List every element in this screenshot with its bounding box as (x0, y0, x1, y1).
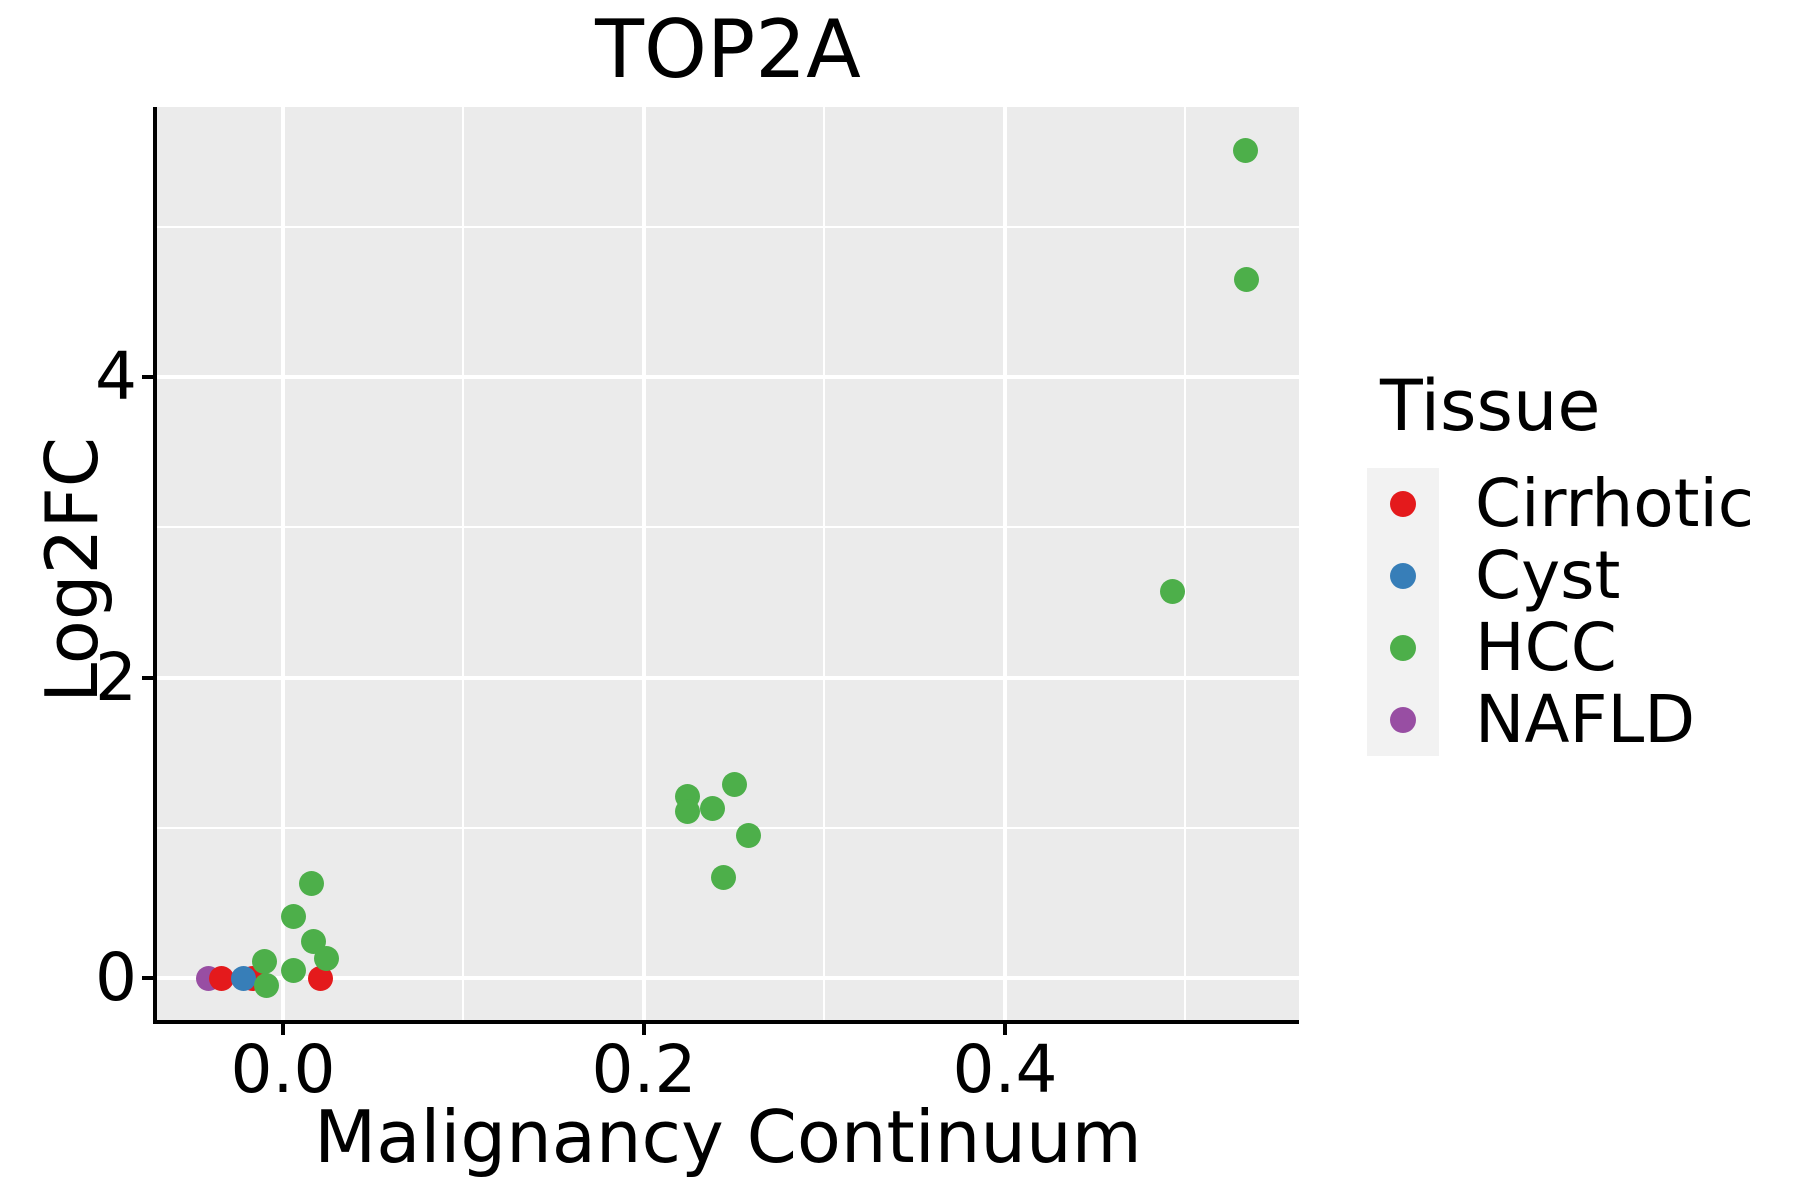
y-tick-label: 4 (95, 338, 137, 415)
legend-label: Cirrhotic (1475, 465, 1755, 542)
y-tick-label: 0 (95, 939, 137, 1016)
legend-entry-nafld: NAFLD (1360, 684, 1790, 756)
legend-swatch-icon (1390, 635, 1416, 661)
legend-key (1367, 684, 1439, 756)
gridline-minor (1184, 107, 1187, 1020)
data-point-hcc (281, 957, 307, 983)
x-tick-label: 0.0 (230, 1031, 336, 1108)
legend-swatch-icon (1390, 707, 1416, 733)
y-axis-line (153, 107, 157, 1024)
gridline-minor (823, 107, 826, 1020)
gridline-major (157, 375, 1299, 379)
gridline-major (157, 675, 1299, 680)
data-point-hcc (313, 945, 339, 971)
legend-label: NAFLD (1475, 681, 1696, 758)
x-tick-mark (280, 1024, 285, 1035)
legend-label: HCC (1475, 609, 1617, 686)
x-tick-mark (1002, 1024, 1007, 1035)
legend-key (1367, 612, 1439, 684)
legend-swatch-icon (1390, 491, 1416, 517)
data-point-hcc (1232, 137, 1258, 163)
data-point-hcc (281, 903, 307, 929)
gridline-major (280, 107, 285, 1020)
gridline-minor (462, 107, 465, 1020)
x-tick-label: 0.2 (591, 1031, 697, 1108)
plot-panel (157, 107, 1299, 1020)
legend-entry-hcc: HCC (1360, 612, 1790, 684)
chart-title: TOP2A (595, 3, 861, 96)
legend-swatch-icon (1390, 563, 1416, 589)
data-point-hcc (736, 822, 762, 848)
gridline-major (157, 976, 1299, 980)
data-point-cirrhotic (209, 965, 235, 991)
gridline-minor (157, 826, 1299, 829)
gridline-minor (157, 526, 1299, 529)
y-tick-mark (142, 675, 153, 680)
data-point-hcc (674, 798, 700, 824)
gridline-minor (157, 225, 1299, 228)
data-point-hcc (710, 864, 736, 890)
y-tick-mark (142, 375, 153, 379)
x-tick-mark (641, 1024, 646, 1035)
legend-key (1367, 468, 1439, 540)
data-point-hcc (252, 948, 278, 974)
data-point-cyst (230, 965, 256, 991)
gridline-major (1002, 107, 1007, 1020)
legend-key (1367, 540, 1439, 612)
data-point-hcc (254, 973, 280, 999)
legend-entry-cirrhotic: Cirrhotic (1360, 468, 1790, 540)
gridline-major (641, 107, 646, 1020)
legend-entry-cyst: Cyst (1360, 540, 1790, 612)
y-tick-label: 2 (95, 638, 137, 716)
data-point-hcc (299, 870, 325, 896)
x-axis-label: Malignancy Continuum (314, 1095, 1142, 1179)
data-point-hcc (1234, 266, 1260, 292)
data-point-hcc (721, 771, 747, 797)
data-point-hcc (1160, 579, 1186, 605)
y-tick-mark (142, 976, 153, 980)
data-point-hcc (700, 795, 726, 821)
x-tick-label: 0.4 (952, 1031, 1058, 1108)
legend-label: Cyst (1475, 537, 1621, 614)
legend-title: Tissue (1380, 365, 1601, 447)
x-axis-line (153, 1020, 1299, 1024)
